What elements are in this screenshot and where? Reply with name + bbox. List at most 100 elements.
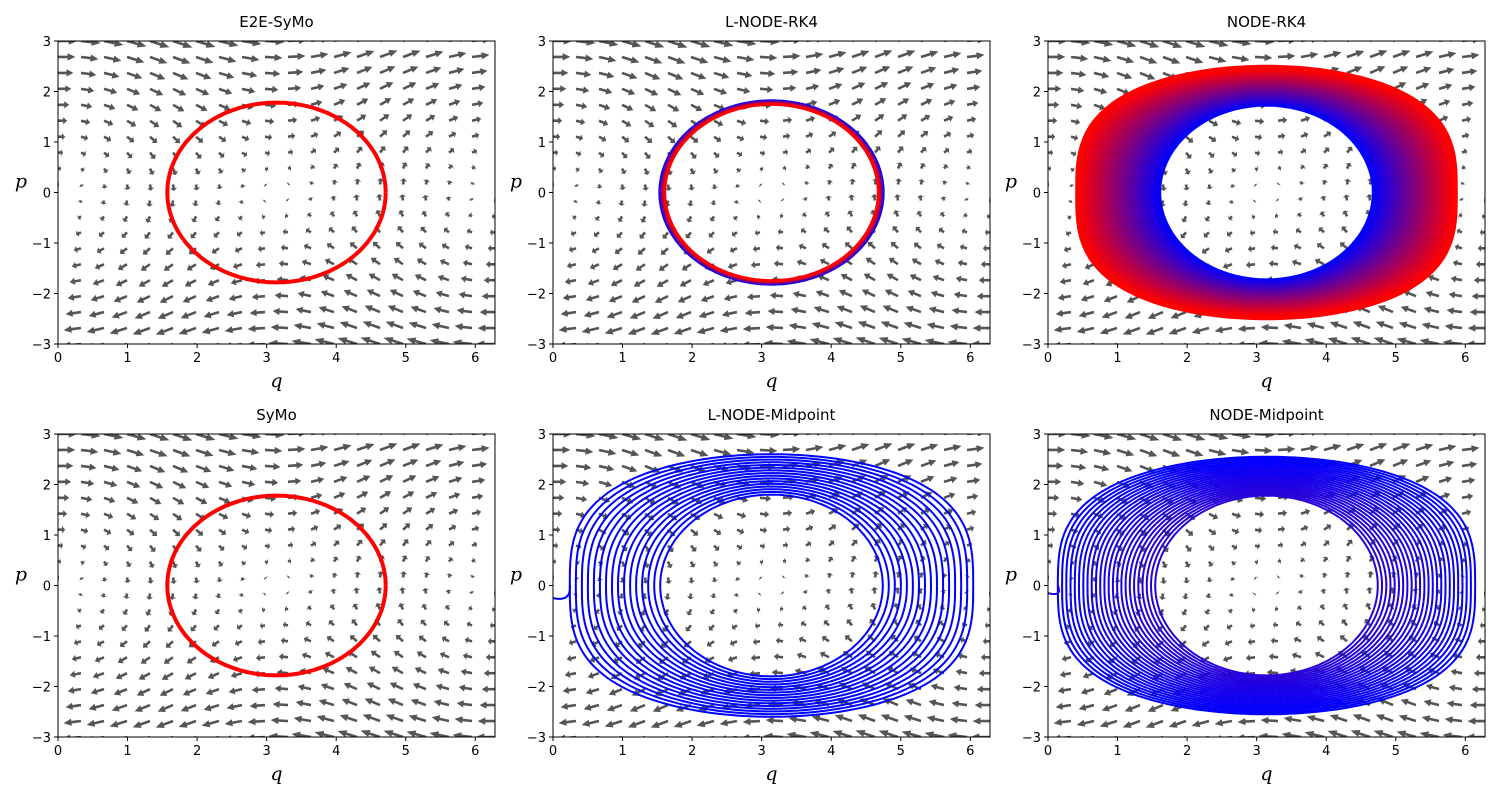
field-arrow <box>990 526 997 533</box>
field-arrow <box>548 622 553 629</box>
field-arrow <box>1300 131 1309 139</box>
field-arrow <box>103 71 120 79</box>
field-arrow <box>65 734 81 737</box>
field-arrow <box>575 54 594 62</box>
field-arrow <box>840 273 853 282</box>
x-tick-label: 4 <box>332 351 340 366</box>
field-arrow <box>665 184 673 191</box>
field-arrow <box>389 289 404 298</box>
field-arrow <box>228 294 243 302</box>
field-arrow <box>96 247 105 254</box>
field-arrow <box>195 544 202 552</box>
x-tick-label: 2 <box>688 351 696 366</box>
field-arrow <box>1342 603 1349 610</box>
field-arrow <box>448 147 455 154</box>
field-arrow <box>1392 459 1409 468</box>
field-arrow <box>811 715 830 723</box>
field-arrow <box>195 41 216 48</box>
field-arrow <box>1268 653 1279 661</box>
field-arrow <box>1116 496 1129 504</box>
field-arrow <box>598 464 615 472</box>
field-arrow <box>458 291 473 299</box>
trajectory-ring <box>580 458 963 713</box>
field-arrow <box>1068 184 1075 188</box>
field-arrow <box>425 475 440 483</box>
x-tick-label: 6 <box>471 744 479 759</box>
field-arrow <box>178 719 197 728</box>
field-arrow <box>702 279 715 287</box>
field-arrow <box>159 295 174 303</box>
field-arrow <box>92 279 105 286</box>
field-arrow <box>629 310 646 319</box>
field-arrow <box>282 621 289 629</box>
field-arrow <box>241 71 258 79</box>
field-arrow <box>644 87 659 96</box>
field-arrow <box>916 211 923 218</box>
field-arrow <box>805 131 814 139</box>
trajectory-ring <box>1137 487 1396 684</box>
field-arrow <box>930 290 945 298</box>
field-arrow <box>122 608 129 615</box>
field-arrow <box>1277 445 1296 453</box>
field-arrow <box>287 445 306 453</box>
field-arrow <box>597 167 604 173</box>
field-arrow <box>115 279 128 287</box>
field-arrow <box>1101 703 1118 712</box>
field-arrow <box>257 638 266 646</box>
field-arrow <box>126 103 139 111</box>
field-arrow <box>920 459 937 468</box>
field-arrow <box>431 322 450 330</box>
field-arrow <box>441 636 450 643</box>
field-arrow <box>1105 672 1118 680</box>
field-arrow <box>1438 444 1457 452</box>
field-arrow <box>446 180 454 185</box>
y-tick-label: −2 <box>1022 681 1041 696</box>
field-arrow <box>1227 215 1233 221</box>
field-arrow <box>673 719 692 728</box>
field-arrow <box>1392 443 1411 452</box>
field-arrow <box>686 215 693 223</box>
field-arrow <box>142 640 151 648</box>
field-arrow <box>191 215 198 223</box>
field-arrow <box>633 279 646 287</box>
field-arrow <box>639 231 646 239</box>
field-arrow <box>616 231 623 238</box>
field-arrow <box>257 245 266 253</box>
field-arrow <box>216 184 224 190</box>
field-arrow <box>429 731 450 737</box>
field-arrow <box>421 604 428 611</box>
x-tick-label: 3 <box>758 744 766 759</box>
field-arrow <box>1041 245 1048 252</box>
field-arrow <box>341 305 358 314</box>
field-arrow <box>901 337 922 344</box>
field-arrow <box>201 326 220 335</box>
field-arrow <box>324 258 335 266</box>
field-arrow <box>1224 639 1233 647</box>
field-arrow <box>1481 212 1485 220</box>
field-arrow <box>821 242 830 250</box>
field-arrow <box>575 511 586 519</box>
trajectory-ring <box>1077 464 1455 707</box>
field-arrow <box>652 703 669 712</box>
field-arrow <box>1070 150 1077 158</box>
field-arrow <box>1181 593 1189 600</box>
field-arrow <box>328 227 335 234</box>
field-arrow <box>1298 181 1305 185</box>
x-tick-label: 0 <box>1044 351 1052 366</box>
field-arrow <box>314 730 335 737</box>
field-arrow <box>546 638 553 645</box>
field-arrow <box>1168 326 1187 335</box>
field-arrow <box>1404 667 1417 675</box>
field-arrow <box>947 732 968 737</box>
vector-field <box>1041 41 1485 344</box>
field-arrow <box>352 210 359 217</box>
field-arrow <box>366 289 381 298</box>
field-arrow <box>1277 52 1296 60</box>
field-arrow <box>1465 340 1485 344</box>
field-arrow <box>495 149 500 156</box>
field-arrow <box>733 200 740 204</box>
field-arrow <box>803 181 810 185</box>
field-arrow <box>1458 197 1465 201</box>
field-arrow <box>217 560 224 567</box>
